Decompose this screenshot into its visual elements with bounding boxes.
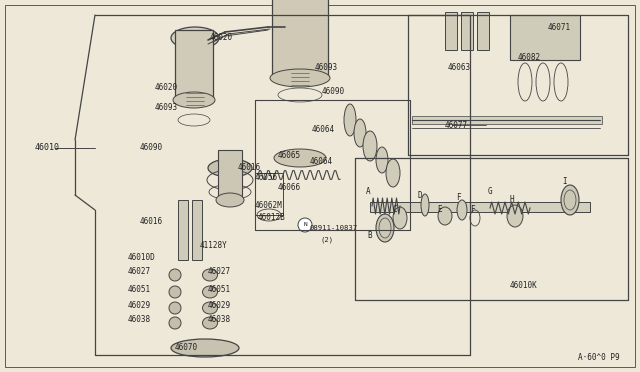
- Text: 46064: 46064: [312, 125, 335, 135]
- Ellipse shape: [169, 269, 181, 281]
- Text: A: A: [365, 187, 371, 196]
- Ellipse shape: [270, 69, 330, 87]
- Ellipse shape: [421, 194, 429, 216]
- Text: 46056: 46056: [255, 173, 278, 183]
- Text: 46090: 46090: [140, 144, 163, 153]
- Text: 46051: 46051: [208, 285, 231, 294]
- Bar: [175, 30, 213, 100]
- Text: 46051: 46051: [128, 285, 151, 294]
- Text: 46038: 46038: [128, 315, 151, 324]
- Text: 46090: 46090: [322, 87, 345, 96]
- Ellipse shape: [171, 339, 239, 357]
- Bar: [192, 200, 202, 260]
- Text: 08911-10837: 08911-10837: [310, 225, 358, 231]
- Text: 46020: 46020: [210, 33, 233, 42]
- Ellipse shape: [376, 147, 388, 173]
- Ellipse shape: [202, 302, 218, 314]
- Text: A·60^0 P9: A·60^0 P9: [579, 353, 620, 362]
- Text: C: C: [393, 205, 397, 215]
- Text: 46012B: 46012B: [258, 214, 285, 222]
- Text: 46027: 46027: [208, 267, 231, 276]
- Text: F: F: [470, 205, 474, 215]
- Bar: [272, 0, 328, 78]
- Ellipse shape: [171, 27, 219, 49]
- Ellipse shape: [275, 13, 325, 36]
- Ellipse shape: [274, 149, 326, 167]
- Bar: [412, 116, 602, 124]
- Text: I: I: [563, 177, 567, 186]
- Bar: [188, 40, 202, 68]
- Text: 46010: 46010: [35, 144, 60, 153]
- Text: 46029: 46029: [208, 301, 231, 310]
- Ellipse shape: [438, 207, 452, 225]
- Ellipse shape: [177, 31, 213, 45]
- Text: 46027: 46027: [128, 267, 151, 276]
- Circle shape: [298, 218, 312, 232]
- Bar: [461, 12, 473, 50]
- Text: 46077: 46077: [445, 121, 468, 129]
- Text: 46020: 46020: [155, 83, 178, 93]
- Ellipse shape: [344, 104, 356, 136]
- Bar: [370, 202, 590, 212]
- Text: H: H: [509, 196, 515, 205]
- Ellipse shape: [457, 200, 467, 220]
- Bar: [445, 12, 457, 50]
- Ellipse shape: [202, 317, 218, 329]
- Ellipse shape: [202, 286, 218, 298]
- Text: 41128Y: 41128Y: [200, 241, 228, 250]
- Bar: [178, 200, 188, 260]
- Text: E: E: [438, 205, 442, 215]
- Ellipse shape: [169, 286, 181, 298]
- Bar: [186, 72, 204, 90]
- Ellipse shape: [393, 207, 407, 229]
- Text: 46029: 46029: [128, 301, 151, 310]
- Ellipse shape: [281, 17, 319, 32]
- Ellipse shape: [186, 34, 204, 42]
- Ellipse shape: [561, 185, 579, 215]
- Text: 46016: 46016: [238, 164, 261, 173]
- Bar: [477, 12, 489, 50]
- Bar: [255, 173, 283, 215]
- Text: 46010D: 46010D: [128, 253, 156, 263]
- Bar: [510, 15, 580, 60]
- Ellipse shape: [169, 302, 181, 314]
- Text: 46062M: 46062M: [255, 201, 283, 209]
- Text: G: G: [488, 187, 492, 196]
- Text: D: D: [418, 190, 422, 199]
- Ellipse shape: [173, 92, 215, 108]
- Text: 46010K: 46010K: [510, 280, 538, 289]
- Ellipse shape: [202, 269, 218, 281]
- Ellipse shape: [363, 131, 377, 161]
- Text: 46038: 46038: [208, 315, 231, 324]
- Bar: [293, 24, 307, 50]
- Text: N: N: [303, 222, 307, 228]
- Ellipse shape: [507, 205, 523, 227]
- Text: 46064: 46064: [310, 157, 333, 167]
- Text: 46070: 46070: [175, 343, 198, 353]
- Text: 46093: 46093: [315, 64, 338, 73]
- Ellipse shape: [208, 159, 252, 177]
- Ellipse shape: [386, 159, 400, 187]
- Ellipse shape: [290, 20, 310, 29]
- Text: 46093: 46093: [155, 103, 178, 112]
- Text: 46065: 46065: [278, 151, 301, 160]
- Text: 46082: 46082: [518, 54, 541, 62]
- Text: 46063: 46063: [448, 64, 471, 73]
- Ellipse shape: [376, 214, 394, 242]
- Text: 46066: 46066: [278, 183, 301, 192]
- Ellipse shape: [354, 119, 366, 147]
- Ellipse shape: [169, 317, 181, 329]
- Text: (2): (2): [320, 237, 333, 243]
- Text: 46016: 46016: [140, 218, 163, 227]
- Text: F: F: [456, 193, 460, 202]
- Text: B: B: [368, 231, 372, 240]
- Bar: [291, 52, 309, 70]
- Bar: [218, 150, 242, 200]
- Ellipse shape: [216, 193, 244, 207]
- Text: 46071: 46071: [548, 23, 571, 32]
